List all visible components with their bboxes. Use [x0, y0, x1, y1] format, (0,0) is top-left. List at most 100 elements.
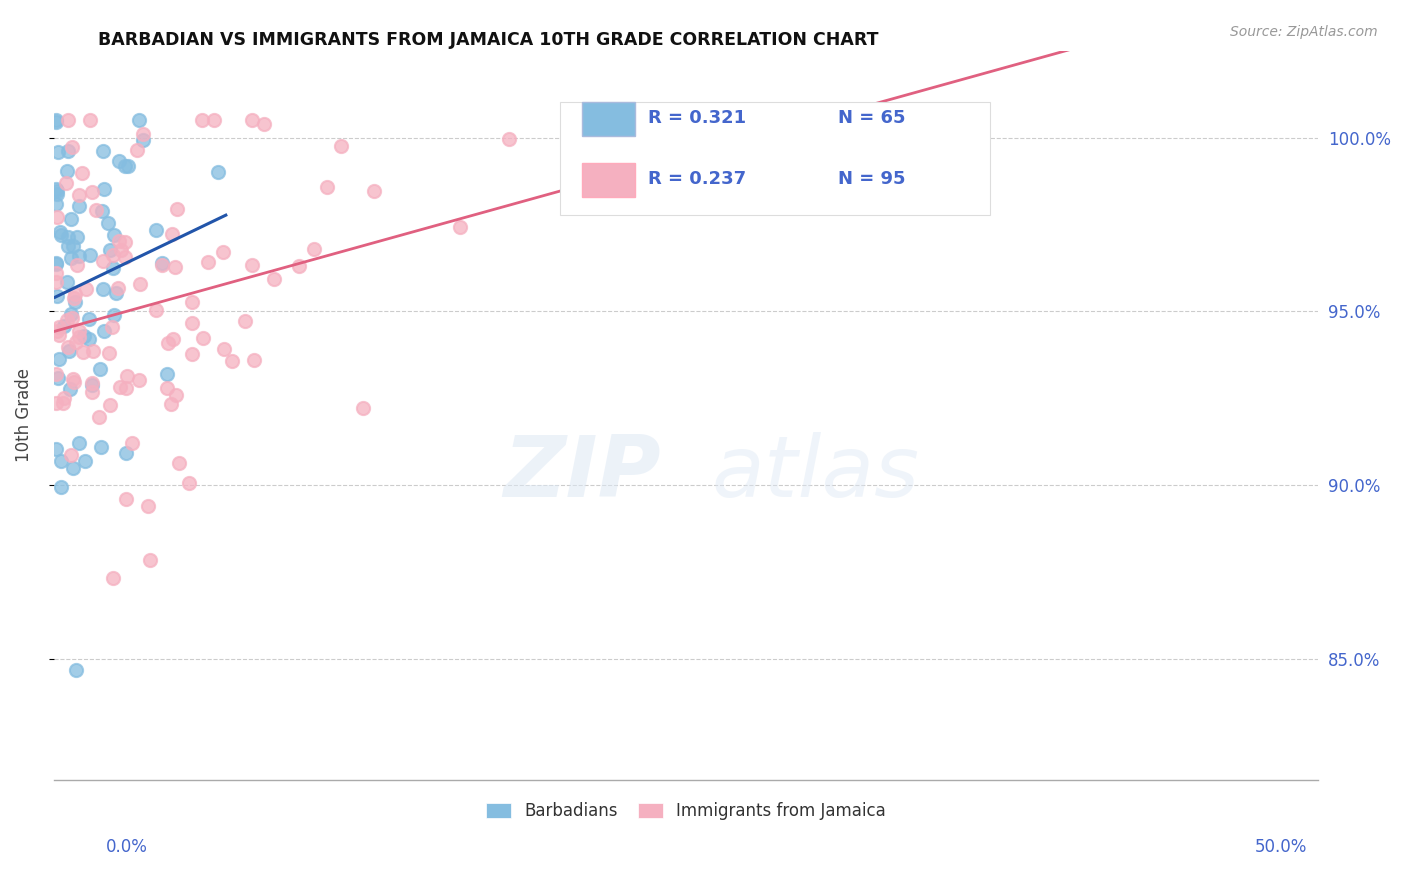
Point — [253, 117, 276, 131]
Point — [66, 230, 89, 244]
Point — [114, 159, 136, 173]
Point — [114, 235, 136, 250]
FancyBboxPatch shape — [582, 163, 636, 196]
Point — [60, 211, 83, 226]
Point — [101, 319, 124, 334]
Point — [240, 113, 263, 128]
Point — [77, 311, 100, 326]
Point — [330, 138, 353, 153]
Point — [98, 398, 121, 412]
Point — [132, 133, 155, 147]
Point — [128, 113, 150, 128]
Point — [177, 476, 200, 491]
Point — [48, 351, 70, 366]
Point — [89, 361, 111, 376]
Text: 50.0%: 50.0% — [1256, 838, 1308, 855]
Point — [121, 435, 143, 450]
Point — [288, 260, 311, 274]
Point — [52, 396, 75, 410]
Point — [67, 249, 90, 263]
Point — [62, 291, 84, 305]
Point — [110, 379, 132, 393]
Point — [45, 367, 67, 381]
Point — [70, 166, 93, 180]
Point — [128, 373, 150, 387]
Point — [93, 182, 115, 196]
Point — [84, 203, 107, 218]
Point — [449, 220, 471, 235]
Point — [202, 113, 225, 128]
Point — [65, 334, 87, 349]
FancyBboxPatch shape — [582, 103, 636, 136]
Point — [101, 571, 124, 585]
Point — [145, 223, 167, 237]
Text: R = 0.321: R = 0.321 — [648, 109, 747, 127]
Point — [62, 371, 84, 385]
Point — [243, 353, 266, 368]
Legend: Barbadians, Immigrants from Jamaica: Barbadians, Immigrants from Jamaica — [479, 796, 893, 827]
Point — [62, 461, 84, 475]
Text: Source: ZipAtlas.com: Source: ZipAtlas.com — [1230, 25, 1378, 39]
Point — [73, 329, 96, 343]
Text: N = 95: N = 95 — [838, 170, 905, 188]
Point — [105, 285, 128, 300]
Point — [114, 250, 136, 264]
Point — [131, 127, 153, 141]
Point — [233, 314, 256, 328]
Point — [145, 302, 167, 317]
Point — [75, 453, 97, 467]
Point — [67, 188, 90, 202]
Point — [156, 367, 179, 381]
Point — [49, 480, 72, 494]
Point — [45, 184, 67, 198]
Point — [117, 159, 139, 173]
Point — [62, 376, 84, 390]
Point — [63, 294, 86, 309]
Point — [56, 113, 79, 128]
Point — [97, 216, 120, 230]
Point — [51, 227, 73, 242]
Point — [45, 196, 67, 211]
Point — [90, 440, 112, 454]
Point — [46, 187, 69, 202]
Point — [498, 132, 520, 146]
Point — [48, 320, 70, 334]
Point — [107, 234, 129, 248]
Point — [46, 371, 69, 385]
Point — [63, 287, 86, 301]
Point — [56, 276, 79, 290]
Point — [45, 182, 67, 196]
Point — [56, 163, 79, 178]
Text: ZIP: ZIP — [503, 433, 661, 516]
Point — [45, 115, 67, 129]
Point — [197, 254, 219, 268]
Point — [45, 210, 67, 224]
Point — [181, 346, 204, 360]
Point — [165, 388, 187, 402]
Point — [103, 308, 125, 322]
Point — [45, 289, 67, 303]
Point — [46, 324, 69, 338]
Point — [67, 435, 90, 450]
Point — [263, 272, 285, 286]
Point — [103, 227, 125, 242]
Point — [114, 492, 136, 507]
Point — [58, 144, 80, 158]
Point — [190, 113, 212, 128]
Text: R = 0.237: R = 0.237 — [648, 170, 747, 188]
Point — [56, 313, 79, 327]
Point — [79, 113, 101, 128]
Point — [45, 257, 67, 271]
Text: BARBADIAN VS IMMIGRANTS FROM JAMAICA 10TH GRADE CORRELATION CHART: BARBADIAN VS IMMIGRANTS FROM JAMAICA 10T… — [98, 31, 879, 49]
Point — [77, 332, 100, 346]
Point — [59, 307, 82, 321]
Point — [166, 202, 188, 217]
Point — [65, 663, 87, 677]
Point — [59, 251, 82, 265]
Point — [107, 281, 129, 295]
Point — [115, 445, 138, 459]
Point — [780, 113, 803, 128]
Point — [45, 266, 67, 280]
Point — [240, 258, 263, 272]
Point — [45, 113, 67, 128]
